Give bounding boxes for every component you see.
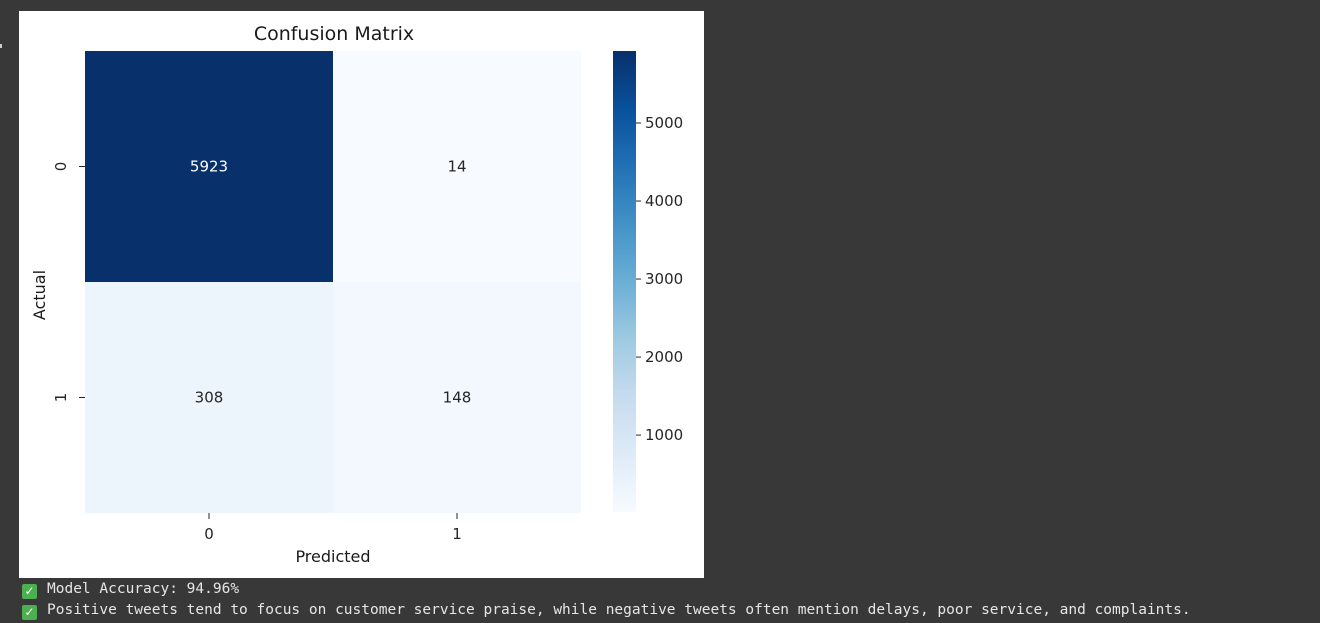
- x-tick-label: 1: [452, 525, 462, 543]
- heatmap-cell: [333, 51, 581, 282]
- heatmap-cell: [333, 282, 581, 513]
- cell-value-label: 14: [447, 158, 466, 176]
- check-mark-icon: ✓: [22, 584, 37, 599]
- x-tick-label: 0: [204, 525, 214, 543]
- y-tick-label: 1: [52, 393, 70, 403]
- colorbar-tick-label: 1000: [645, 426, 683, 444]
- colorbar-tick-label: 3000: [645, 270, 683, 288]
- chart-title: Confusion Matrix: [254, 23, 414, 45]
- y-tick-label: 0: [52, 162, 70, 172]
- accuracy-line: ✓ Model Accuracy: 94.96%: [22, 580, 1317, 601]
- y-axis-ticks: 01: [52, 162, 85, 403]
- cell-output: ✓ Model Accuracy: 94.96% ✓ Positive tweets…: [22, 580, 1317, 622]
- heatmap-cell: [85, 282, 333, 513]
- cell-value-label: 308: [195, 389, 224, 407]
- x-axis-label: Predicted: [295, 547, 370, 566]
- confusion-matrix-figure: Confusion Matrix Predicted Actual 5923 14…: [19, 11, 704, 578]
- accuracy-text: Model Accuracy: 94.96%: [47, 581, 240, 597]
- y-axis-label: Actual: [30, 270, 49, 320]
- heatmap-cell: [85, 51, 333, 282]
- check-mark-icon: ✓: [22, 605, 37, 620]
- cell-edge-marker: [0, 44, 2, 48]
- cell-value-label: 148: [443, 389, 472, 407]
- confusion-matrix-chart: Confusion Matrix Predicted Actual 5923 14…: [30, 23, 683, 566]
- insight-text: Positive tweets tend to focus on custome…: [47, 602, 1191, 618]
- colorbar: [613, 51, 636, 512]
- colorbar-tick-label: 4000: [645, 192, 683, 210]
- cell-value-label: 5923: [190, 158, 228, 176]
- colorbar-tick-label: 2000: [645, 348, 683, 366]
- heatmap-cells: 5923 14 308 148: [85, 51, 581, 513]
- insight-line: ✓ Positive tweets tend to focus on custom…: [22, 601, 1317, 622]
- colorbar-tick-label: 5000: [645, 114, 683, 132]
- colorbar-ticks: 1000 2000 3000 4000 5000: [636, 114, 683, 444]
